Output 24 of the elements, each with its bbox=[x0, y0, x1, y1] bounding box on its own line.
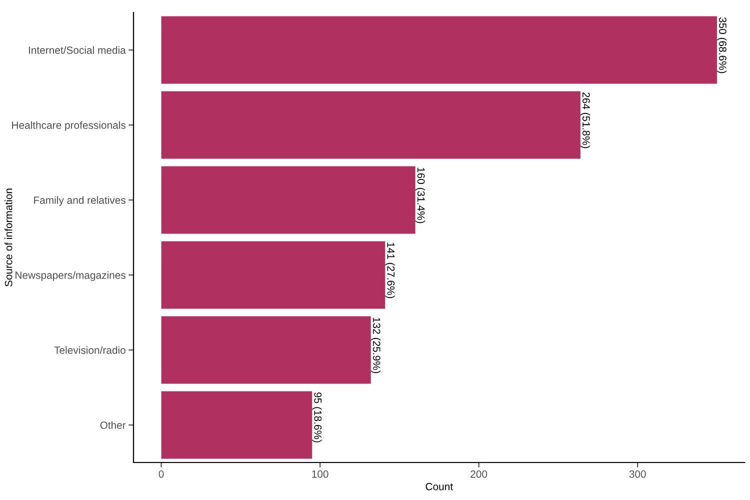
y-axis-title: Source of information bbox=[4, 188, 12, 287]
y-tick-label: Newspapers/magazines bbox=[16, 271, 126, 281]
x-tick-label: 100 bbox=[312, 470, 328, 478]
bar bbox=[161, 391, 312, 459]
y-tick-label: Other bbox=[100, 421, 126, 429]
x-tick-label: 300 bbox=[629, 470, 646, 478]
bar bbox=[161, 316, 371, 384]
bar bbox=[161, 91, 580, 159]
y-tick-label: Healthcare professionals bbox=[12, 121, 126, 131]
data-label: 95 (18.6%) bbox=[312, 392, 322, 442]
x-tick-label: 200 bbox=[470, 470, 488, 478]
data-label: 141 (27.6%) bbox=[385, 242, 395, 298]
y-tick-label: Family and relatives bbox=[34, 196, 126, 206]
bar bbox=[161, 16, 717, 84]
data-label: 350 (68.6%) bbox=[716, 17, 727, 74]
bar bbox=[161, 166, 416, 234]
data-label: 132 (25.9%) bbox=[370, 318, 381, 374]
y-tick-label: Internet/Social media bbox=[28, 46, 126, 54]
data-label: 264 (51.8%) bbox=[580, 92, 590, 148]
data-label: 160 (31.4%) bbox=[415, 168, 426, 224]
bar bbox=[161, 241, 386, 309]
y-tick-label: Television/radio bbox=[54, 346, 126, 354]
x-axis-title: Count bbox=[426, 482, 453, 490]
x-tick-label: 0 bbox=[158, 470, 164, 478]
